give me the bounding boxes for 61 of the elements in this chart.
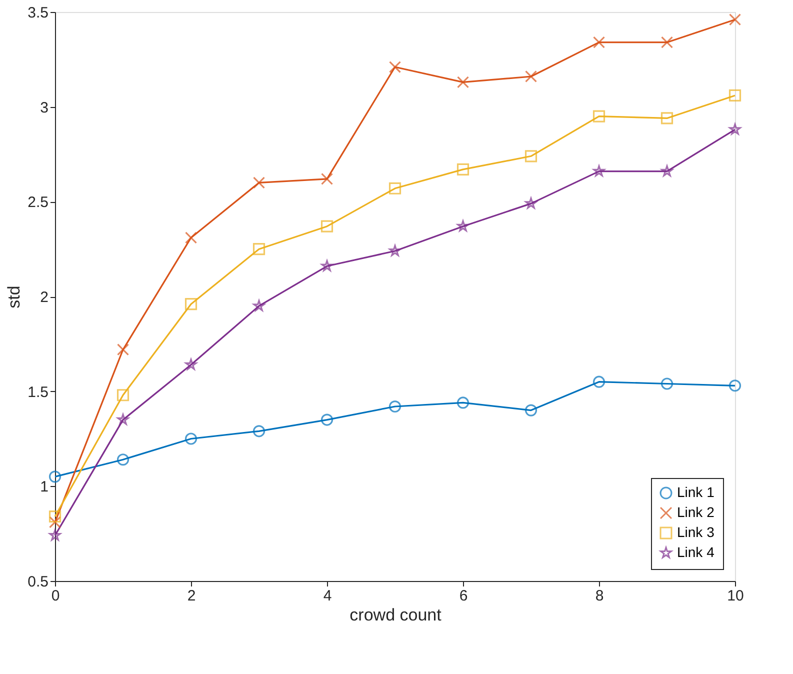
y-tick-label: 1.5 bbox=[28, 384, 48, 401]
point bbox=[456, 163, 470, 176]
point bbox=[48, 516, 62, 528]
point bbox=[592, 36, 606, 48]
point bbox=[116, 454, 130, 466]
point bbox=[48, 510, 62, 523]
point bbox=[593, 165, 605, 176]
point bbox=[388, 60, 402, 74]
point bbox=[389, 244, 401, 256]
point bbox=[388, 400, 402, 413]
point bbox=[320, 414, 334, 426]
x-tick-label: 0 bbox=[51, 588, 60, 604]
point bbox=[320, 220, 334, 232]
point bbox=[185, 358, 197, 370]
x-tick-label: 2 bbox=[187, 588, 196, 604]
point bbox=[252, 243, 266, 256]
point bbox=[728, 14, 742, 26]
legend-label: Link 4 bbox=[677, 544, 715, 560]
x-tick-label: 6 bbox=[459, 588, 468, 604]
x-tick-label: 8 bbox=[595, 588, 604, 604]
point bbox=[524, 404, 538, 416]
point bbox=[388, 182, 402, 194]
point bbox=[184, 432, 198, 445]
point bbox=[320, 172, 334, 185]
point bbox=[184, 232, 198, 244]
point bbox=[592, 376, 606, 388]
point bbox=[117, 414, 129, 425]
point bbox=[184, 298, 198, 310]
y-tick-label: 3.5 bbox=[28, 4, 48, 22]
y-tick-label: 2.5 bbox=[28, 194, 48, 212]
point bbox=[661, 165, 673, 176]
point bbox=[116, 344, 130, 356]
point bbox=[660, 112, 674, 124]
point bbox=[253, 300, 265, 312]
y-tick-label: 0.5 bbox=[28, 574, 48, 590]
y-axis-title: std bbox=[4, 286, 24, 308]
point bbox=[728, 380, 742, 392]
point bbox=[457, 220, 469, 232]
point bbox=[592, 110, 606, 122]
y-tick-label: 2 bbox=[40, 289, 48, 306]
point bbox=[252, 425, 266, 438]
legend-label: Link 2 bbox=[677, 504, 715, 520]
x-tick-label: 4 bbox=[323, 588, 332, 604]
point bbox=[321, 260, 333, 272]
x-axis-title: crowd count bbox=[350, 606, 442, 624]
x-tick-label: 10 bbox=[727, 588, 744, 604]
point bbox=[252, 176, 266, 189]
point bbox=[48, 470, 62, 483]
point bbox=[49, 529, 61, 541]
point bbox=[660, 36, 674, 48]
point bbox=[660, 378, 674, 390]
y-tick-label: 3 bbox=[40, 99, 48, 116]
y-tick-label: 1 bbox=[40, 478, 48, 496]
legend-label: Link 3 bbox=[677, 524, 715, 540]
point bbox=[524, 150, 538, 162]
point bbox=[456, 396, 470, 409]
point bbox=[524, 70, 538, 83]
point bbox=[456, 76, 470, 88]
point bbox=[116, 389, 130, 402]
point bbox=[728, 89, 742, 102]
legend-label: Link 1 bbox=[677, 484, 715, 500]
